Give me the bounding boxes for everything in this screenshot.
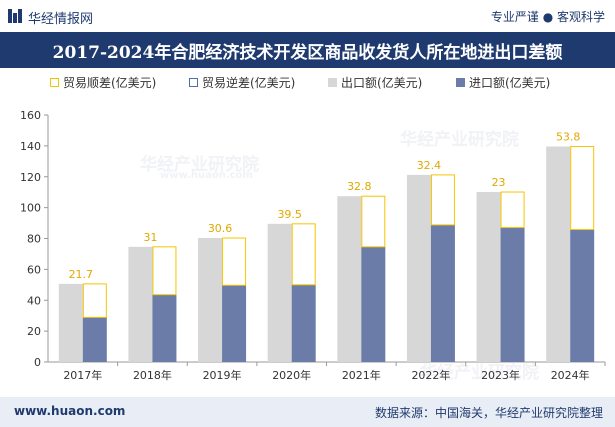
x-tick-label: 2021年 bbox=[342, 368, 381, 382]
surplus-data-label: 30.6 bbox=[208, 222, 233, 235]
legend-item-deficit: 贸易逆差(亿美元) bbox=[189, 74, 295, 91]
legend-swatch-import bbox=[456, 78, 465, 87]
export-bar bbox=[546, 146, 571, 362]
x-tick-label: 2023年 bbox=[481, 368, 520, 382]
surplus-data-label: 32.8 bbox=[347, 180, 372, 193]
surplus-data-label: 23 bbox=[492, 176, 506, 189]
y-tick-label: 40 bbox=[27, 294, 41, 307]
y-tick-label: 80 bbox=[27, 233, 41, 246]
legend-item-export: 出口额(亿美元) bbox=[328, 74, 422, 91]
footer-bar: www.huaon.com 数据来源：中国海关，华经产业研究院整理 bbox=[0, 397, 615, 427]
legend-label-export: 出口额(亿美元) bbox=[341, 76, 423, 90]
import-bar bbox=[500, 227, 525, 362]
surplus-outline bbox=[500, 191, 525, 229]
top-bar: 华经情报网 专业严谨 ● 客观科学 bbox=[0, 0, 615, 32]
chart-title: 2017-2024年合肥经济技术开发区商品收发货人所在地进出口差额 bbox=[52, 43, 563, 63]
export-bar bbox=[406, 174, 431, 362]
legend-label-deficit: 贸易逆差(亿美元) bbox=[202, 76, 296, 90]
y-tick-label: 0 bbox=[34, 356, 41, 369]
legend-swatch-deficit bbox=[189, 78, 198, 87]
legend-swatch-export bbox=[328, 78, 337, 87]
import-bar bbox=[222, 285, 247, 362]
surplus-outline bbox=[82, 283, 107, 318]
surplus-outline bbox=[570, 145, 595, 231]
surplus-outline bbox=[291, 223, 316, 286]
chart-legend: 贸易顺差(亿美元) 贸易逆差(亿美元) 出口额(亿美元) 进口额(亿美元) bbox=[0, 74, 615, 92]
surplus-outline bbox=[222, 237, 247, 286]
footer-site: www.huaon.com bbox=[14, 404, 126, 418]
import-bar bbox=[361, 246, 386, 362]
y-tick-label: 20 bbox=[27, 325, 41, 338]
export-bar bbox=[267, 223, 292, 362]
legend-label-surplus: 贸易顺差(亿美元) bbox=[63, 76, 157, 90]
bar-chart: 0 20 40 60 80 100 120 140 160 21.7 2017年 31 2018年 30.… bbox=[20, 109, 606, 382]
surplus-outline bbox=[152, 246, 177, 296]
import-bar bbox=[291, 284, 316, 362]
export-bar bbox=[337, 196, 362, 362]
import-bar bbox=[570, 229, 595, 362]
y-tick-label: 120 bbox=[20, 171, 41, 184]
x-tick-label: 2022年 bbox=[411, 368, 450, 382]
x-tick-label: 2020年 bbox=[272, 368, 311, 382]
surplus-outline bbox=[430, 174, 455, 226]
surplus-data-label: 21.7 bbox=[69, 268, 94, 281]
x-tick-label: 2024年 bbox=[551, 368, 590, 382]
footer-source: 数据来源：中国海关，华经产业研究院整理 bbox=[374, 406, 603, 420]
y-tick-label: 60 bbox=[27, 263, 41, 276]
export-bar bbox=[476, 192, 501, 362]
legend-label-import: 进口额(亿美元) bbox=[469, 76, 551, 90]
brand-name: 华经情报网 bbox=[28, 12, 94, 27]
x-tick-label: 2019年 bbox=[203, 368, 242, 382]
export-bar bbox=[58, 283, 83, 362]
legend-item-surplus: 贸易顺差(亿美元) bbox=[50, 74, 156, 91]
x-tick-label: 2018年 bbox=[133, 368, 172, 382]
surplus-outline bbox=[361, 195, 386, 248]
import-bar bbox=[82, 317, 107, 362]
brand-tagline: 专业严谨 ● 客观科学 bbox=[490, 10, 605, 24]
surplus-data-label: 32.4 bbox=[417, 159, 442, 172]
y-tick-label: 100 bbox=[20, 202, 41, 215]
surplus-data-label: 53.8 bbox=[556, 130, 581, 143]
export-bar bbox=[128, 246, 153, 362]
legend-item-import: 进口额(亿美元) bbox=[456, 74, 550, 91]
title-bar: 2017-2024年合肥经济技术开发区商品收发货人所在地进出口差额 bbox=[0, 32, 615, 68]
y-tick-label: 160 bbox=[20, 109, 41, 122]
y-tick-label: 140 bbox=[20, 140, 41, 153]
import-bar bbox=[430, 224, 455, 362]
legend-swatch-surplus bbox=[50, 78, 59, 87]
export-bar bbox=[198, 238, 223, 362]
brand-logo-icon bbox=[8, 9, 22, 23]
surplus-data-label: 31 bbox=[143, 231, 157, 244]
x-tick-label: 2017年 bbox=[63, 368, 102, 382]
import-bar bbox=[152, 294, 177, 362]
surplus-data-label: 39.5 bbox=[277, 208, 302, 221]
